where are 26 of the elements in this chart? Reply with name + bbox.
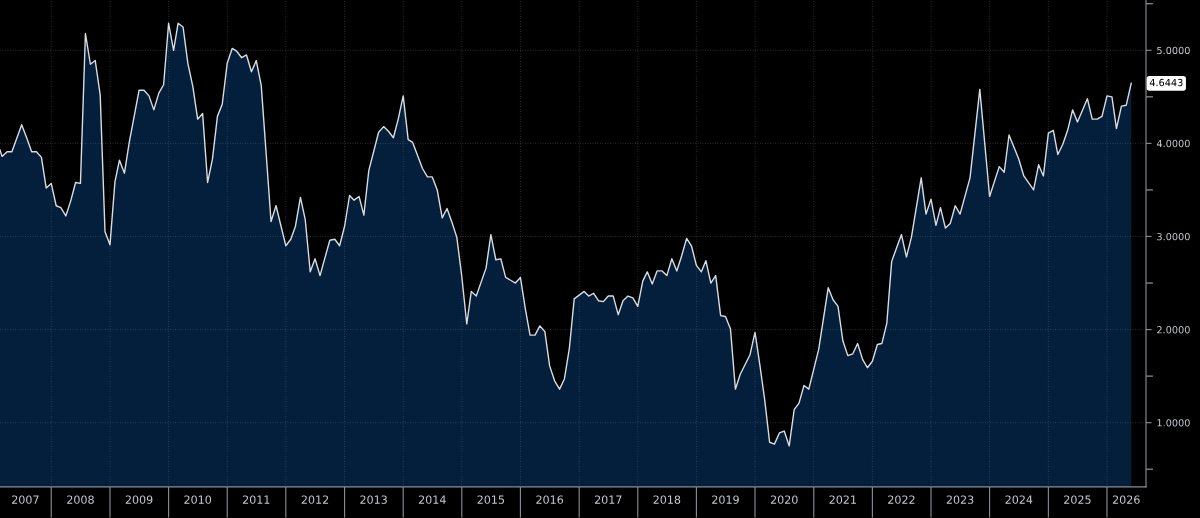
- x-tick-label: 2019: [712, 495, 739, 504]
- x-tick-label: 2016: [536, 495, 564, 504]
- x-tick-label: 2008: [67, 495, 94, 504]
- x-tick-label: 2010: [184, 495, 212, 504]
- x-tick-label: 2013: [360, 495, 387, 504]
- x-tick-label: 2020: [770, 495, 798, 504]
- x-tick-label: 2017: [594, 495, 622, 504]
- x-tick-label: 2014: [418, 495, 446, 504]
- annotation: 4.6443: [1149, 78, 1183, 87]
- x-tick-label: 2018: [653, 495, 681, 504]
- y-tick-label: 4.0000: [1156, 139, 1190, 148]
- x-tick-label: 2025: [1064, 495, 1091, 504]
- x-tick-label: 2015: [477, 495, 505, 504]
- x-tick-label: 2024: [1005, 495, 1033, 504]
- x-tick-label: 2023: [946, 495, 974, 504]
- y-tick-label: 3.0000: [1157, 232, 1190, 241]
- x-tick-label: 2012: [301, 495, 329, 504]
- y-tick-label: 1.0000: [1157, 419, 1190, 427]
- x-tick-label: 2022: [888, 495, 915, 504]
- x-tick-label: 2026: [1112, 495, 1140, 504]
- y-tick-label: 2.0000: [1157, 326, 1190, 334]
- y-tick-label: 5.0000: [1157, 46, 1190, 55]
- x-tick-label: 2021: [829, 495, 856, 504]
- x-tick-label: 2007: [12, 495, 39, 504]
- x-tick-label: 2009: [125, 495, 153, 504]
- x-tick-label: 2011: [242, 495, 270, 504]
